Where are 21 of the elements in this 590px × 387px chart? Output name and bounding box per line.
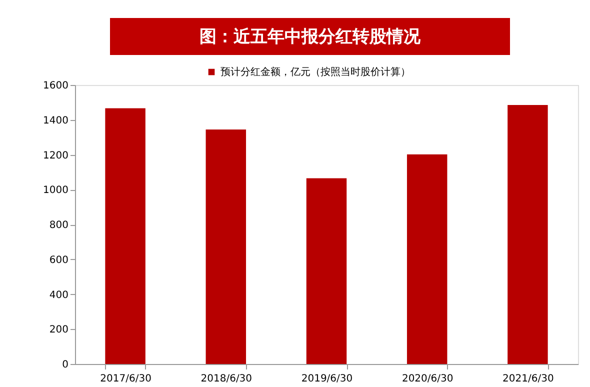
bar xyxy=(206,129,246,364)
x-tick-label: 2021/6/30 xyxy=(502,374,554,384)
x-tick-label: 2017/6/30 xyxy=(100,374,152,384)
y-tick-label: 600 xyxy=(49,254,68,266)
bar xyxy=(105,108,146,364)
y-tick-label: 1200 xyxy=(43,150,68,162)
y-tick-label: 1400 xyxy=(43,115,68,126)
bar xyxy=(508,105,548,364)
y-tick-label: 400 xyxy=(49,290,68,301)
x-tick-label: 2019/6/30 xyxy=(301,374,353,384)
y-tick-label: 1600 xyxy=(43,80,68,92)
y-tick-label: 0 xyxy=(62,360,68,370)
y-tick-label: 800 xyxy=(49,220,68,231)
x-tick-label: 2018/6/30 xyxy=(200,374,252,384)
chart-title: 图：近五年中报分红转股情况 xyxy=(200,27,422,47)
bar xyxy=(306,178,347,364)
y-tick-label: 1000 xyxy=(43,185,68,196)
legend-label: 预计分红金额，亿元（按照当时股价计算） xyxy=(220,66,410,78)
bar xyxy=(406,154,448,364)
y-tick-label: 200 xyxy=(49,324,68,336)
x-tick-label: 2020/6/30 xyxy=(402,374,454,384)
